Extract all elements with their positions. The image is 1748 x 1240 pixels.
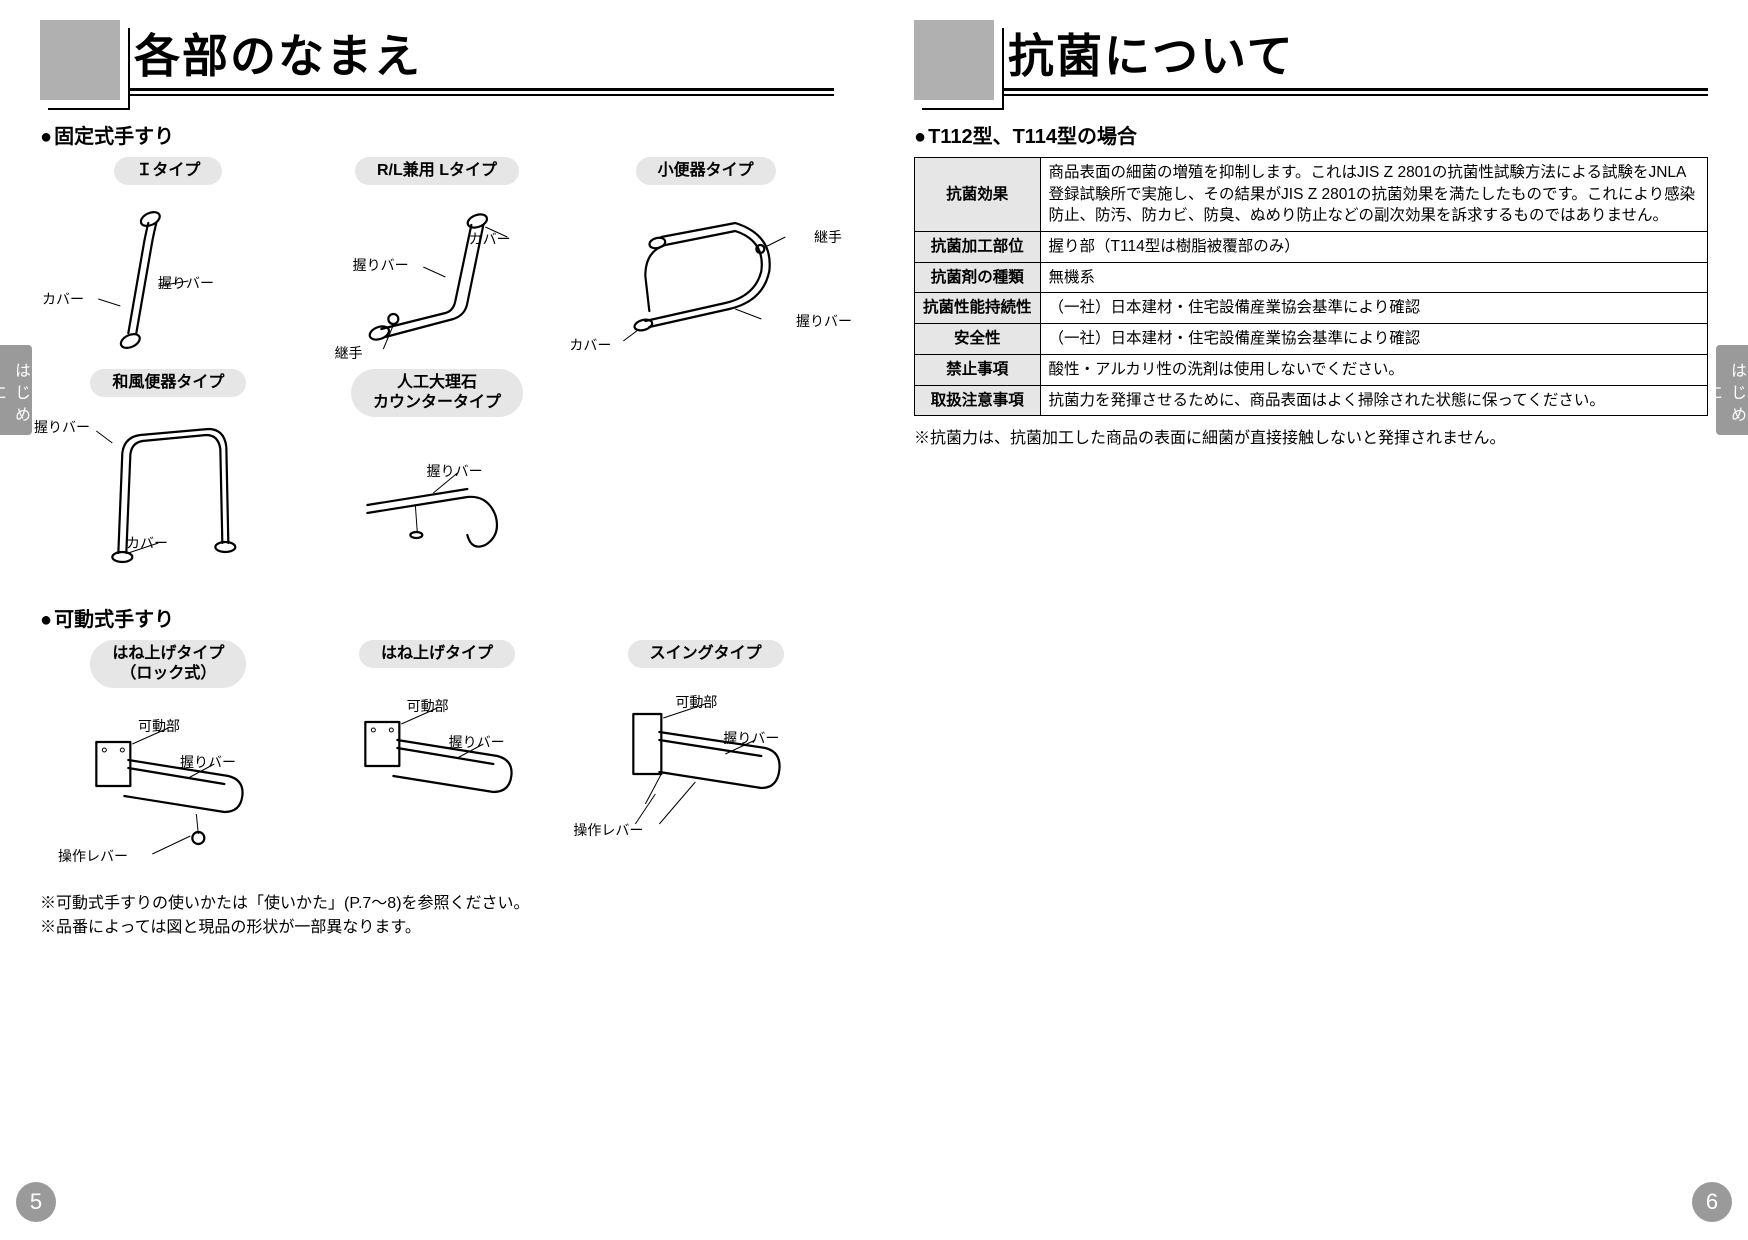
type-label: はね上げタイプ （ロック式） xyxy=(90,640,246,688)
page-title-block: 抗菌について xyxy=(914,20,1708,100)
table-row: 抗菌加工部位握り部（T114型は樹脂被覆部のみ） xyxy=(915,232,1708,263)
diagram-lock: 可動部 握りバー 操作レバー xyxy=(40,694,297,874)
table-row: 禁止事項酸性・アルカリ性の洗剤は使用しないでください。 xyxy=(915,354,1708,385)
type-label: 人工大理石 カウンタータイプ xyxy=(351,369,523,417)
fixed-type-grid: Ｉタイプ カバー 握りバー R/L兼用 Lタイプ xyxy=(40,157,834,593)
type-label: 和風便器タイプ xyxy=(90,369,246,397)
callout-bar: 握りバー xyxy=(796,311,852,331)
type-label: Ｉタイプ xyxy=(114,157,222,185)
table-header-cell: 抗菌効果 xyxy=(915,158,1041,232)
callout-joint: 継手 xyxy=(814,227,842,247)
table-row: 取扱注意事項抗菌力を発揮させるために、商品表面はよく掃除された状態に保ってくださ… xyxy=(915,385,1708,416)
callout-cover: カバー xyxy=(469,229,511,249)
table-header-cell: 抗菌加工部位 xyxy=(915,232,1041,263)
page-title-block: 各部のなまえ xyxy=(40,20,834,100)
table-cell: 握り部（T114型は樹脂被覆部のみ） xyxy=(1040,232,1707,263)
callout-cover: カバー xyxy=(569,335,611,355)
type-swing: スイングタイプ 可動部 握りバー 操作レバー xyxy=(577,640,834,874)
page-number: 5 xyxy=(16,1182,56,1222)
page-right: 抗菌について T112型、T114型の場合 抗菌効果商品表面の細菌の増殖を抑制し… xyxy=(874,0,1748,1240)
section-antibac-heading: T112型、T114型の場合 xyxy=(914,120,1708,149)
table-row: 抗菌性能持続性（一社）日本建材・住宅設備産業協会基準により確認 xyxy=(915,293,1708,324)
notes: 可動式手すりの使いかたは「使いかた」(P.7～8)を参照ください。 品番によって… xyxy=(40,892,834,940)
callout-cover: カバー xyxy=(42,289,84,309)
table-row: 安全性（一社）日本建材・住宅設備産業協会基準により確認 xyxy=(915,324,1708,355)
note-line: 品番によっては図と現品の形状が一部異なります。 xyxy=(40,916,834,940)
title-decor-square xyxy=(40,20,120,100)
section-movable-heading: 可動式手すり xyxy=(40,603,834,632)
page-title: 抗菌について xyxy=(1002,20,1708,86)
table-cell: 酸性・アルカリ性の洗剤は使用しないでください。 xyxy=(1040,354,1707,385)
table-cell: 抗菌力を発揮させるために、商品表面はよく掃除された状態に保ってください。 xyxy=(1040,385,1707,416)
table-note: 抗菌力は、抗菌加工した商品の表面に細菌が直接接触しないと発揮されません。 xyxy=(914,424,1708,448)
type-label: スイングタイプ xyxy=(628,640,784,668)
callout-pivot: 可動部 xyxy=(675,692,717,712)
callout-bar: 握りバー xyxy=(723,728,779,748)
callout-bar: 握りバー xyxy=(158,273,214,293)
title-rules xyxy=(1002,88,1708,96)
section-fixed-heading: 固定式手すり xyxy=(40,120,834,149)
type-label: 小便器タイプ xyxy=(636,157,776,185)
callout-bar: 握りバー xyxy=(427,461,483,481)
table-row: 抗菌剤の種類無機系 xyxy=(915,262,1708,293)
callout-bar: 握りバー xyxy=(449,732,505,752)
type-jp: 和風便器タイプ 握りバー カバー xyxy=(40,369,297,593)
type-i: Ｉタイプ カバー 握りバー xyxy=(40,157,297,361)
diagram-l: カバー 握りバー 継手 xyxy=(309,191,566,361)
note-line: 可動式手すりの使いかたは「使いかた」(P.7～8)を参照ください。 xyxy=(40,892,834,916)
callout-lever: 操作レバー xyxy=(58,846,128,866)
table-header-cell: 安全性 xyxy=(915,324,1041,355)
callout-pivot: 可動部 xyxy=(138,716,180,736)
side-tab: はじめに xyxy=(0,345,32,435)
page-title: 各部のなまえ xyxy=(128,20,834,86)
side-tab: はじめに xyxy=(1716,345,1748,435)
table-row: 抗菌効果商品表面の細菌の増殖を抑制します。これはJIS Z 2801の抗菌性試験… xyxy=(915,158,1708,232)
callout-bar: 握りバー xyxy=(353,255,409,275)
title-rules xyxy=(128,88,834,96)
type-counter: 人工大理石 カウンタータイプ 握りバー xyxy=(309,369,566,593)
table-header-cell: 禁止事項 xyxy=(915,354,1041,385)
callout-cover: カバー xyxy=(126,533,168,553)
table-header-cell: 抗菌剤の種類 xyxy=(915,262,1041,293)
type-lock: はね上げタイプ （ロック式） 可動部 握りバー 操作レバー xyxy=(40,640,297,874)
callout-joint: 継手 xyxy=(335,343,363,363)
callout-bar: 握りバー xyxy=(180,752,236,772)
page-number: 6 xyxy=(1692,1182,1732,1222)
diagram-i: カバー 握りバー xyxy=(40,191,297,361)
type-flip: はね上げタイプ 可動部 握りバー xyxy=(309,640,566,874)
table-cell: 商品表面の細菌の増殖を抑制します。これはJIS Z 2801の抗菌性試験方法によ… xyxy=(1040,158,1707,232)
diagram-swing: 可動部 握りバー 操作レバー xyxy=(577,674,834,854)
table-cell: （一社）日本建材・住宅設備産業協会基準により確認 xyxy=(1040,293,1707,324)
table-cell: （一社）日本建材・住宅設備産業協会基準により確認 xyxy=(1040,324,1707,355)
type-label: はね上げタイプ xyxy=(359,640,515,668)
type-label: R/L兼用 Lタイプ xyxy=(355,157,519,185)
table-header-cell: 抗菌性能持続性 xyxy=(915,293,1041,324)
title-decor-square xyxy=(914,20,994,100)
diagram-jp: 握りバー カバー xyxy=(40,403,297,573)
antibac-table: 抗菌効果商品表面の細菌の増殖を抑制します。これはJIS Z 2801の抗菌性試験… xyxy=(914,157,1708,416)
callout-bar: 握りバー xyxy=(34,417,90,437)
callout-lever: 操作レバー xyxy=(573,820,643,840)
diagram-counter: 握りバー xyxy=(309,423,566,593)
diagram-urinal: 継手 握りバー カバー xyxy=(577,191,834,361)
diagram-flip: 可動部 握りバー xyxy=(309,674,566,854)
type-l: R/L兼用 Lタイプ カバー 握りバー 継手 xyxy=(309,157,566,361)
type-urinal: 小便器タイプ 継手 握りバー カバー xyxy=(577,157,834,361)
callout-pivot: 可動部 xyxy=(407,696,449,716)
table-header-cell: 取扱注意事項 xyxy=(915,385,1041,416)
page-left: 各部のなまえ 固定式手すり Ｉタイプ カバー xyxy=(0,0,874,1240)
table-cell: 無機系 xyxy=(1040,262,1707,293)
movable-type-grid: はね上げタイプ （ロック式） 可動部 握りバー 操作レバー xyxy=(40,640,834,874)
